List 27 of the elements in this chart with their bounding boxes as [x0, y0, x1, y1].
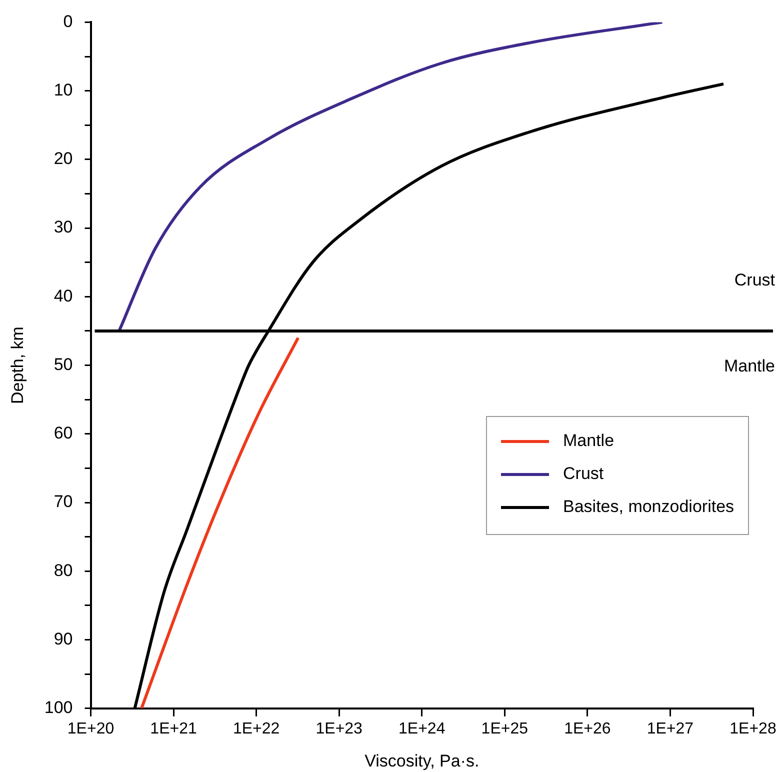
y-tick-label: 10	[54, 80, 73, 100]
x-tick-label: 1E+23	[316, 720, 363, 738]
annotation: Mantle	[724, 356, 775, 376]
y-tick-label: 30	[54, 218, 73, 237]
x-tick-label: 1E+21	[150, 720, 197, 738]
legend-label: Basites, monzodiorites	[563, 497, 734, 518]
legend-label: Mantle	[563, 431, 614, 452]
y-tick-label: 0	[63, 12, 73, 31]
x-tick-label: 1E+28	[730, 720, 776, 738]
y-axis-title: Depth, km	[8, 326, 27, 404]
annotation: Crust	[734, 270, 776, 290]
x-tick-label: 1E+20	[67, 720, 114, 738]
y-tick-label: 50	[54, 354, 73, 374]
x-tick-label: 1E+22	[232, 720, 280, 738]
y-tick-label: 20	[54, 149, 73, 168]
y-tick-label: 70	[54, 492, 73, 512]
y-tick-label: 100	[44, 698, 73, 718]
y-tick-label: 80	[54, 560, 73, 580]
y-tick-label: 90	[54, 629, 73, 648]
x-tick-label: 1E+25	[481, 720, 528, 738]
y-tick-label: 40	[54, 286, 73, 306]
x-tick-label: 1E+26	[564, 720, 611, 738]
x-tick-label: 1E+24	[398, 720, 446, 738]
x-axis-title: Viscosity, Pa·s.	[364, 751, 480, 770]
y-tick-label: 60	[54, 424, 73, 443]
legend-label: Crust	[563, 464, 604, 484]
x-tick-label: 1E+27	[646, 720, 694, 738]
